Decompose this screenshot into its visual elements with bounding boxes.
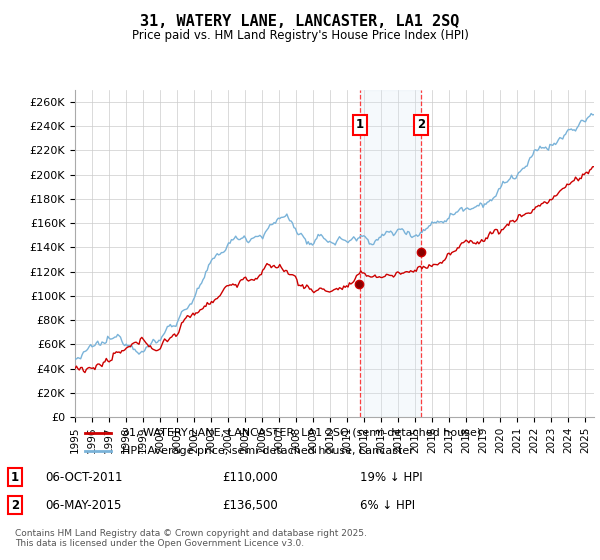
- Text: 31, WATERY LANE, LANCASTER, LA1 2SQ (semi-detached house): 31, WATERY LANE, LANCASTER, LA1 2SQ (sem…: [122, 428, 481, 438]
- Text: 1: 1: [356, 118, 364, 131]
- Bar: [360, 90, 421, 417]
- Text: This data is licensed under the Open Government Licence v3.0.: This data is licensed under the Open Gov…: [15, 539, 304, 548]
- Text: 06-MAY-2015: 06-MAY-2015: [45, 498, 121, 512]
- Text: £136,500: £136,500: [222, 498, 278, 512]
- Text: HPI: Average price, semi-detached house, Lancaster: HPI: Average price, semi-detached house,…: [122, 446, 413, 456]
- Text: 31, WATERY LANE, LANCASTER, LA1 2SQ: 31, WATERY LANE, LANCASTER, LA1 2SQ: [140, 14, 460, 29]
- Text: 6% ↓ HPI: 6% ↓ HPI: [360, 498, 415, 512]
- Text: Contains HM Land Registry data © Crown copyright and database right 2025.: Contains HM Land Registry data © Crown c…: [15, 529, 367, 538]
- Text: 2: 2: [11, 498, 19, 512]
- Text: £110,000: £110,000: [222, 470, 278, 484]
- Text: Price paid vs. HM Land Registry's House Price Index (HPI): Price paid vs. HM Land Registry's House …: [131, 29, 469, 42]
- Text: 19% ↓ HPI: 19% ↓ HPI: [360, 470, 422, 484]
- Text: 2: 2: [417, 118, 425, 131]
- Text: 06-OCT-2011: 06-OCT-2011: [45, 470, 122, 484]
- Text: 1: 1: [11, 470, 19, 484]
